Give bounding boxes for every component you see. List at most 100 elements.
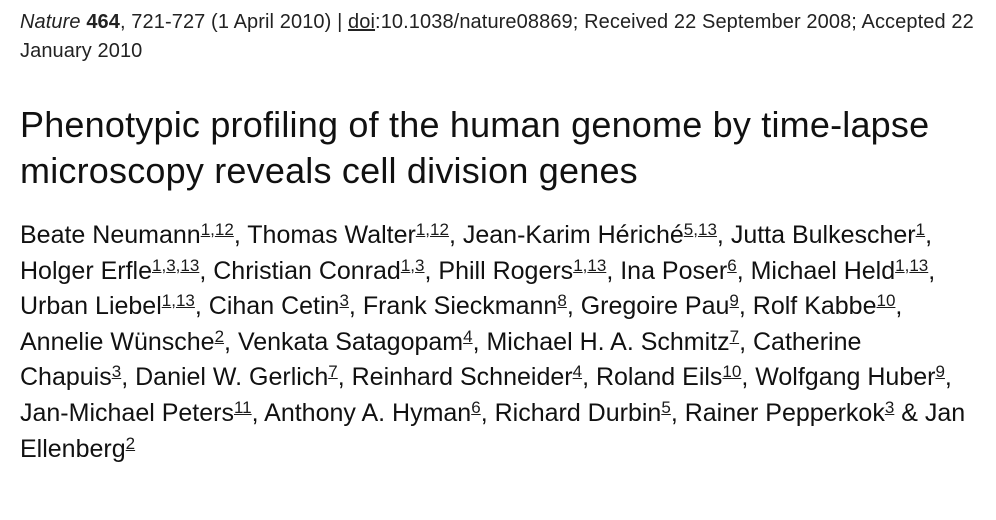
author-name[interactable]: Annelie Wünsche [20, 327, 215, 356]
author-separator: , [738, 292, 753, 321]
affiliation-link[interactable]: 8 [557, 291, 567, 311]
author-name[interactable]: Phill Rogers [438, 256, 574, 285]
author-separator: , [348, 292, 363, 321]
affiliation-link[interactable]: 1 [415, 220, 426, 239]
affiliation-separator: , [425, 220, 431, 239]
author-separator: , [194, 292, 209, 321]
affiliation-link[interactable]: 1 [915, 220, 926, 239]
affiliation-separator: , [171, 291, 176, 311]
affiliation-link[interactable]: 13 [175, 291, 195, 311]
author-separator: & [894, 398, 925, 427]
affiliation-link[interactable]: 13 [909, 255, 929, 275]
author-name[interactable]: Wolfgang Huber [755, 363, 936, 392]
author-separator: , [337, 363, 352, 392]
affiliation-link[interactable]: 3 [166, 255, 176, 275]
author-separator: , [716, 221, 731, 249]
author-name[interactable]: Beate Neumann [20, 221, 201, 249]
author-name[interactable]: Ina Poser [620, 256, 728, 285]
affiliation-separator: , [175, 255, 181, 275]
author-name[interactable]: Reinhard Schneider [351, 363, 573, 392]
author-separator: , [121, 363, 136, 392]
affiliation-link[interactable]: 13 [697, 220, 717, 239]
pages-date: , 721-727 (1 April 2010) | [119, 11, 349, 33]
affiliation-link[interactable]: 12 [214, 220, 234, 239]
affiliation-link[interactable]: 4 [463, 326, 473, 346]
author-separator: , [472, 327, 487, 356]
author-separator: , [928, 256, 936, 285]
author-name[interactable]: Jan-Michael Peters [20, 398, 234, 427]
article-title: Phenotypic profiling of the human genome… [20, 104, 930, 191]
author-name[interactable]: Daniel W. Gerlich [135, 363, 329, 392]
affiliation-link[interactable]: 7 [729, 326, 740, 346]
affiliation-link[interactable]: 13 [180, 255, 200, 275]
author-separator: , [224, 327, 238, 356]
author-separator: , [606, 256, 621, 285]
affiliation-link[interactable]: 12 [430, 220, 449, 239]
author-name[interactable]: Jean-Karim Hériché [462, 221, 684, 249]
affiliation-link[interactable]: 1 [200, 220, 211, 239]
affiliation-link[interactable]: 4 [572, 362, 583, 382]
author-separator: , [736, 256, 751, 285]
author-separator: , [424, 256, 439, 285]
author-separator: , [895, 292, 903, 321]
author-name[interactable]: Rainer Pepperkok [684, 398, 885, 427]
author-name[interactable]: Cihan Cetin [208, 292, 340, 321]
author-separator: , [739, 327, 753, 356]
affiliation-separator: , [693, 220, 698, 239]
author-name[interactable]: Frank Sieckmann [362, 292, 558, 321]
author-name[interactable]: Richard Durbin [494, 398, 662, 427]
author-separator: , [233, 221, 248, 249]
affiliation-link[interactable]: 9 [729, 291, 739, 311]
author-name[interactable]: Rolf Kabbe [752, 292, 877, 321]
author-separator: , [925, 221, 933, 249]
affiliation-link[interactable]: 5 [683, 220, 694, 239]
journal-name: Nature [20, 11, 81, 33]
affiliation-separator: , [410, 255, 416, 275]
author-separator: , [741, 363, 756, 392]
affiliation-link[interactable]: 10 [722, 362, 742, 382]
author-name[interactable]: Urban Liebel [20, 292, 162, 321]
author-name[interactable]: Roland Eils [595, 363, 723, 392]
affiliation-link[interactable]: 1 [152, 255, 162, 275]
affiliation-separator: , [161, 255, 167, 275]
journal-volume: 464 [86, 11, 120, 33]
affiliation-link[interactable]: 3 [415, 255, 425, 275]
affiliation-link[interactable]: 3 [339, 291, 349, 311]
author-separator: , [251, 398, 265, 427]
author-name[interactable]: Michael Held [750, 256, 896, 285]
affiliation-link[interactable]: 3 [884, 397, 895, 417]
author-separator: , [944, 363, 952, 392]
author-name[interactable]: Gregoire Pau [580, 292, 730, 321]
affiliation-link[interactable]: 5 [661, 397, 671, 417]
affiliation-link[interactable]: 6 [471, 397, 481, 417]
author-name[interactable]: Holger Erfle [20, 256, 152, 285]
author-separator: , [480, 398, 495, 427]
affiliation-link[interactable]: 10 [876, 291, 896, 311]
affiliation-link[interactable]: 1 [895, 255, 905, 275]
author-name[interactable]: Venkata Satagopam [237, 327, 464, 356]
author-name[interactable]: Christian Conrad [213, 256, 401, 285]
affiliation-link[interactable]: 7 [328, 362, 338, 382]
affiliation-link[interactable]: 2 [214, 326, 225, 346]
author-name[interactable]: Jan Ellenberg [20, 398, 966, 463]
author-name[interactable]: Thomas Walter [247, 221, 416, 249]
author-separator: , [448, 221, 463, 249]
author-separator: , [199, 256, 214, 285]
affiliation-link[interactable]: 2 [125, 433, 136, 453]
affiliation-link[interactable]: 1 [573, 255, 583, 275]
affiliation-link[interactable]: 3 [111, 362, 122, 382]
affiliation-link[interactable]: 6 [727, 255, 737, 275]
author-name[interactable]: Anthony A. Hyman [264, 398, 472, 427]
doi-link[interactable]: doi [348, 11, 376, 33]
affiliation-link[interactable]: 13 [587, 255, 607, 275]
author-name[interactable]: Jutta Bulkescher [730, 221, 916, 249]
affiliation-link[interactable]: 9 [935, 362, 945, 382]
author-name[interactable]: Catherine Chapuis [20, 327, 862, 392]
author-name[interactable]: Michael H. A. Schmitz [486, 327, 730, 356]
author-separator: , [566, 292, 581, 321]
affiliation-link[interactable]: 1 [400, 255, 411, 275]
affiliation-link[interactable]: 1 [161, 291, 172, 311]
affiliation-separator: , [210, 220, 215, 239]
affiliation-link[interactable]: 11 [233, 397, 252, 417]
